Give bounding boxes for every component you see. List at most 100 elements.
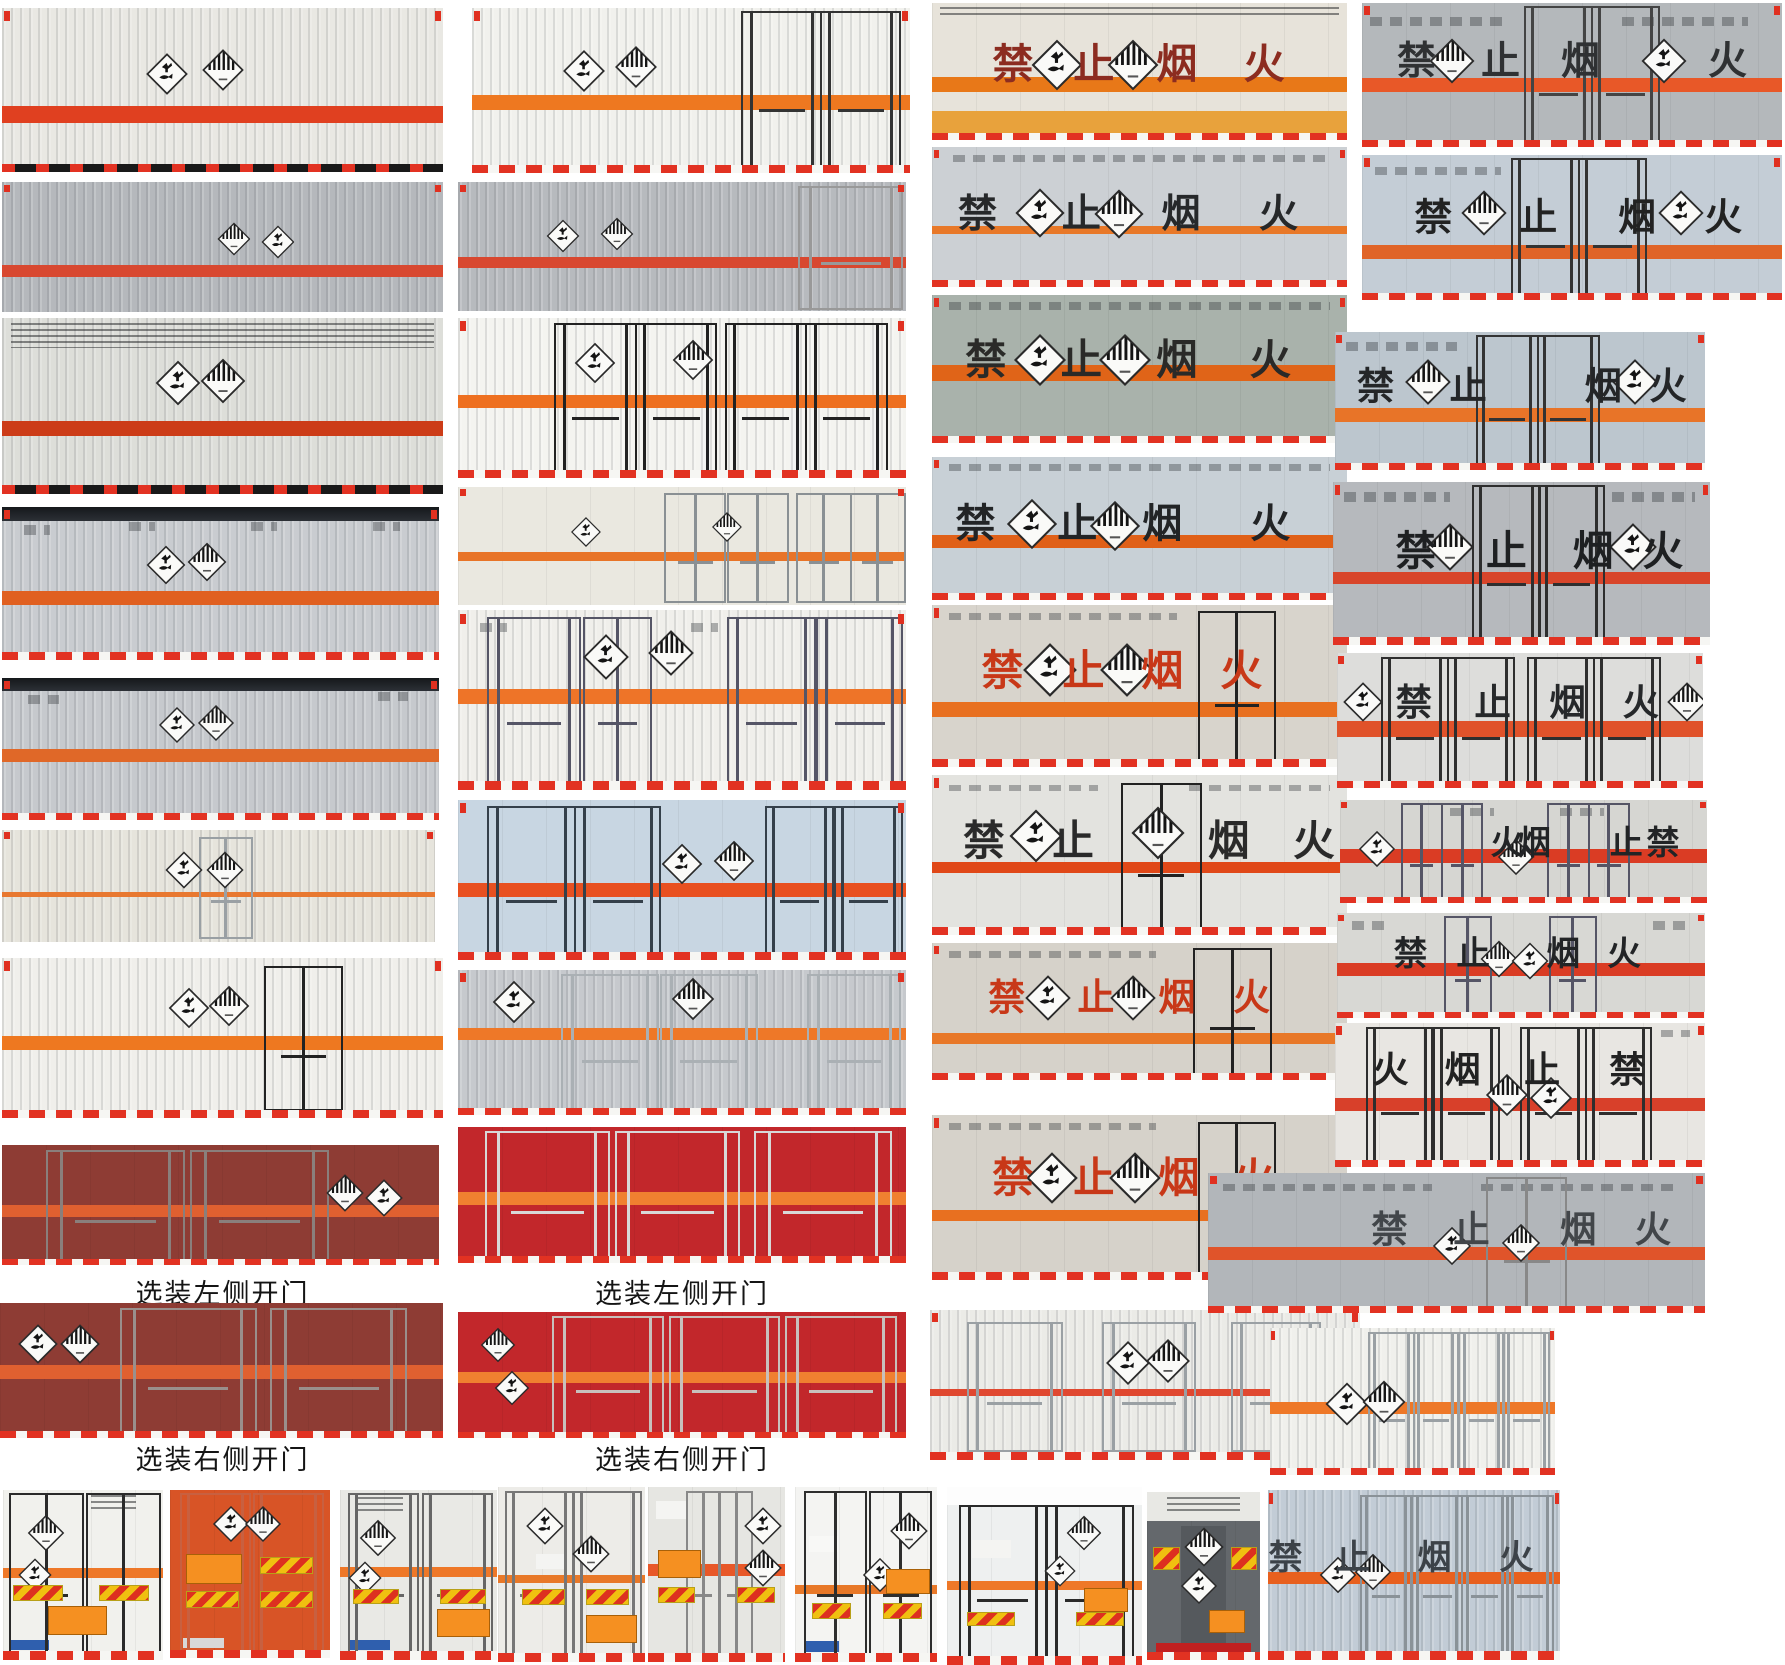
door-hinge-bar (409, 1495, 413, 1656)
hazard-diamond-environment-icon (526, 1506, 565, 1545)
chevron-reflector (440, 1588, 487, 1605)
cargo-door (574, 806, 662, 958)
truck-photo-39 (170, 1490, 330, 1658)
panel-box (656, 1501, 687, 1519)
truck-photo-25: 禁 止 烟火 (932, 943, 1347, 1080)
cargo-door (816, 617, 904, 787)
chevron-reflector (657, 1586, 696, 1603)
hazard-diamond-class9-icon (615, 46, 658, 89)
hazard-diamond-class9-icon (1666, 681, 1703, 722)
hazard-diamond-environment-icon (158, 706, 195, 743)
door-hinge-bar (1567, 805, 1571, 901)
cargo-door (1440, 803, 1484, 903)
door-latch-bar (834, 721, 885, 725)
corner-marker-light (1336, 1025, 1342, 1035)
reflective-stripe (2, 1036, 443, 1050)
door-latch-bar (862, 560, 894, 564)
door-latch-bar (1487, 583, 1526, 587)
door-latch-bar (1423, 1419, 1449, 1423)
door-latch-bar (977, 1599, 1028, 1603)
cargo-door (1547, 803, 1590, 903)
door-hinge-bar (562, 324, 566, 474)
door-hinge-bar (627, 1133, 631, 1260)
hazard-diamond-class9-icon (1425, 523, 1474, 572)
reflective-stripe (2, 891, 435, 898)
corner-marker-light (1698, 1025, 1704, 1035)
door-latch-bar (1378, 1419, 1405, 1423)
corner-marker-light (933, 945, 940, 954)
cargo-door (803, 1490, 868, 1659)
warehouse-ceiling-shadow (2, 678, 439, 691)
hazard-diamond-class9-icon (1100, 642, 1155, 697)
truck-photo-22: 禁 止烟 火 (932, 457, 1347, 600)
door-hinge-bar (882, 1317, 886, 1435)
slot-vent-grille (373, 522, 400, 532)
hazard-diamond-class9-icon (1131, 805, 1185, 860)
corner-marker-light (459, 184, 467, 193)
reflective-skirt (932, 927, 1347, 935)
panel-box (182, 1637, 225, 1648)
no-fire-marking-char: 火 (1243, 41, 1285, 88)
no-fire-marking-char: 烟 (1549, 682, 1586, 724)
door-hinge-bar (795, 324, 799, 474)
door-hinge-bar (203, 1151, 207, 1263)
corner-marker-light (897, 972, 905, 982)
reflective-skirt (1340, 897, 1707, 903)
slot-vent-grille (1450, 808, 1495, 817)
door-hinge-bar (1454, 1497, 1458, 1656)
reflective-skirt (2, 485, 443, 494)
truck-photo-5 (2, 678, 439, 820)
corner-marker-light (435, 961, 442, 971)
reflective-skirt (2, 813, 439, 820)
door-hinge-bar (891, 619, 895, 785)
chevron-reflector (12, 1585, 63, 1601)
reflective-skirt (1208, 1306, 1705, 1313)
reflective-skirt (472, 165, 910, 173)
cargo-door (668, 1315, 781, 1437)
cargo-door (796, 492, 852, 604)
door-hinge-bar (497, 1133, 501, 1260)
door-hinge-bar (810, 13, 814, 169)
door-hinge-bar (765, 1317, 769, 1435)
door-latch-bar (817, 1594, 854, 1598)
hazard-diamond-environment-icon (1658, 190, 1704, 236)
door-latch-bar (1593, 245, 1633, 249)
cargo-door (764, 806, 834, 958)
no-fire-marking-char: 止 (1057, 502, 1098, 547)
corner-marker-light (897, 184, 905, 193)
door-hinge-bar (616, 619, 620, 785)
reflective-skirt (795, 1653, 937, 1662)
no-fire-marking-char: 烟 (1584, 364, 1622, 407)
reflective-stripe (458, 1028, 906, 1041)
reflective-stripe (2, 420, 443, 436)
door-hinge-bar (314, 1495, 318, 1654)
door-hinge-bar (767, 1133, 771, 1260)
door-hinge-bar (1453, 659, 1457, 785)
reflective-skirt (932, 1272, 1347, 1280)
door-latch-bar (1381, 1112, 1419, 1116)
no-fire-marking-char: 火 (1649, 364, 1687, 407)
cargo-door (726, 492, 790, 604)
door-hinge-bar (583, 808, 587, 956)
corner-marker-light (459, 972, 467, 982)
hazard-diamond-class9-icon (201, 49, 244, 92)
corner-marker-light (1339, 149, 1346, 159)
door-latch-bar (1542, 736, 1581, 740)
hazard-diamond-environment-icon (1530, 1076, 1573, 1119)
door-latch-bar (575, 1390, 641, 1394)
door-hinge-bar (976, 1324, 980, 1450)
no-fire-marking-char: 烟 (1207, 816, 1250, 864)
corner-marker-light (431, 510, 438, 520)
hazard-diamond-class9-icon (889, 1511, 928, 1551)
chevron-reflector (586, 1588, 630, 1605)
door-latch-bar (1422, 1595, 1452, 1599)
cargo-door (614, 1131, 740, 1262)
no-fire-marking-char: 火 (1220, 647, 1263, 695)
door-hinge-bar (1545, 487, 1549, 643)
door-hinge-bar (59, 1151, 63, 1263)
reflective-stripe (932, 1209, 1347, 1222)
door-latch-bar (1461, 736, 1501, 740)
cargo-door (741, 11, 822, 171)
reflective-skirt (1335, 463, 1705, 470)
door-hinge-bar (1649, 7, 1653, 145)
